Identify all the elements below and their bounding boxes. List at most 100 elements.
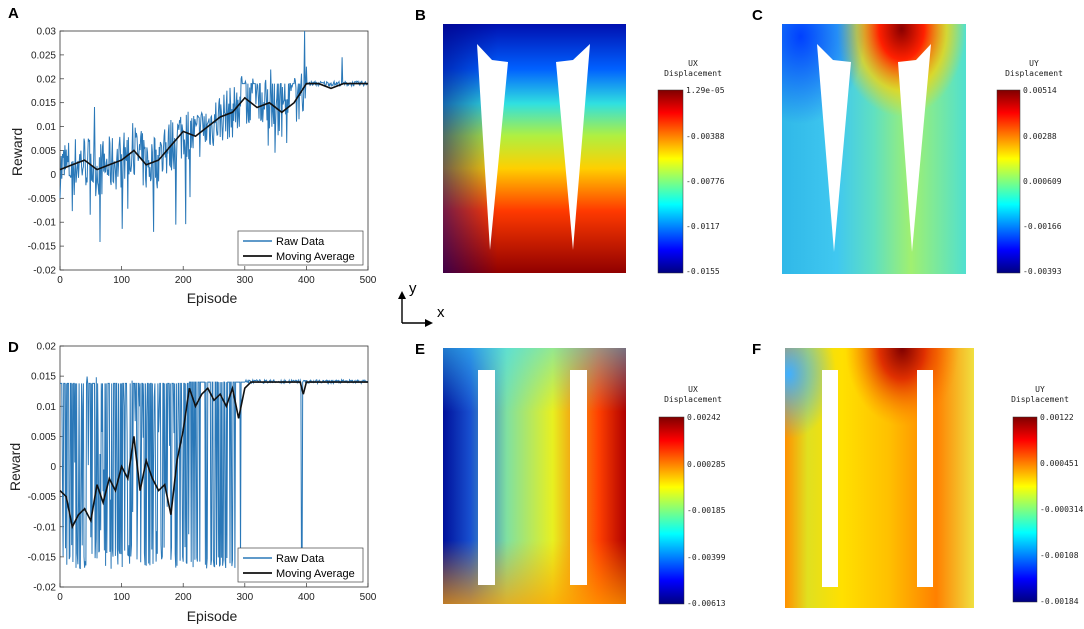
- x-tick-label: 100: [113, 592, 130, 603]
- y-tick-label: -0.02: [33, 266, 56, 277]
- colorbar-c-value-3: -0.00166: [1023, 222, 1062, 231]
- field-f-coldspot: [785, 348, 974, 608]
- plot-a-legend-box: [237, 230, 364, 266]
- y-tick-label: 0.02: [37, 342, 57, 353]
- colorbar-b-value-0: 1.29e-05: [686, 86, 725, 95]
- colorbar-b-value-4: -0.0155: [686, 267, 720, 276]
- y-tick-label: 0.01: [37, 402, 57, 413]
- colorbar-e-value-4: -0.00613: [687, 599, 726, 608]
- colorbar-b: UX Displacement 1.29e-05 -0.00388 -0.007…: [657, 59, 725, 276]
- plot-a-ylabel: Reward: [9, 128, 25, 176]
- field-b-shade: [443, 24, 626, 273]
- y-tick-label: 0.005: [31, 432, 56, 443]
- plot-d-ylabel: Reward: [7, 443, 23, 491]
- panel-label-c: C: [752, 7, 763, 24]
- field-f-right-slot: [917, 370, 933, 587]
- colorbar-b-value-1: -0.00388: [686, 132, 725, 141]
- plot-a-legend-avg: Moving Average: [276, 251, 355, 263]
- colorbar-b-value-2: -0.00776: [686, 177, 725, 186]
- plot-a: -0.02 -0.015 -0.01 -0.005 0 0.005 0.01 0.015 0.0…: [9, 27, 377, 307]
- x-tick-label: 400: [298, 592, 315, 603]
- x-tick-label: 0: [57, 592, 63, 603]
- x-tick-label: 400: [298, 275, 315, 286]
- y-tick-label: -0.01: [33, 522, 56, 533]
- y-tick-label: 0: [50, 462, 56, 473]
- plot-a-legend: Raw Data Moving Average: [237, 230, 364, 266]
- colorbar-c-scale: [996, 89, 1021, 274]
- field-c-right-slot: [898, 44, 931, 252]
- x-tick-label: 300: [236, 275, 253, 286]
- x-tick-label: 100: [113, 275, 130, 286]
- colorbar-f: UY Displacement 0.00122 0.000451 -0.0003…: [1011, 385, 1083, 606]
- plot-d: -0.02 -0.015 -0.01 -0.005 0 0.005 0.01 0.015 0.0…: [7, 342, 377, 625]
- field-b-left-slot: [477, 44, 508, 250]
- x-axis-letter: x: [437, 304, 445, 321]
- colorbar-e-title-2: Displacement: [664, 395, 722, 404]
- y-tick-label: 0.02: [37, 74, 57, 85]
- field-f: [785, 348, 974, 608]
- x-tick-label: 0: [57, 275, 63, 286]
- y-tick-label: 0.015: [31, 98, 56, 109]
- colorbar-f-scale: [1012, 416, 1038, 603]
- y-axis-letter: y: [409, 280, 417, 297]
- y-tick-label: 0.015: [31, 372, 56, 383]
- colorbar-f-value-0: 0.00122: [1040, 413, 1074, 422]
- plot-a-frame: [59, 30, 369, 271]
- panel-label-a: A: [8, 5, 19, 22]
- x-arrowhead: [425, 319, 433, 327]
- panel-label-b: B: [415, 7, 426, 24]
- plot-d-legend-raw: Raw Data: [276, 553, 325, 565]
- colorbar-b-value-3: -0.0117: [686, 222, 720, 231]
- colorbar-c-value-4: -0.00393: [1023, 267, 1062, 276]
- field-e-left-slot: [478, 370, 495, 585]
- colorbar-c-value-0: 0.00514: [1023, 86, 1057, 95]
- y-tick-label: -0.005: [28, 492, 57, 503]
- y-tick-label: 0: [50, 170, 56, 181]
- field-c: [782, 24, 966, 274]
- plot-d-legend: Raw Data Moving Average: [237, 547, 364, 583]
- colorbar-f-value-1: 0.000451: [1040, 459, 1079, 468]
- colorbar-b-title-1: UX: [688, 59, 698, 68]
- plot-a-xlabel: Episode: [187, 290, 238, 306]
- colorbar-f-value-2: -0.000314: [1040, 505, 1084, 514]
- panel-label-d: D: [8, 339, 19, 356]
- colorbar-e-scale: [658, 416, 685, 605]
- field-b-right-slot: [556, 44, 590, 250]
- colorbar-c-value-1: 0.00288: [1023, 132, 1057, 141]
- colorbar-e-title-1: UX: [688, 385, 698, 394]
- y-tick-label: -0.015: [28, 552, 57, 563]
- colorbar-c-value-2: 0.000609: [1023, 177, 1062, 186]
- x-tick-label: 200: [175, 592, 192, 603]
- plot-d-raw-series: [60, 376, 369, 573]
- plot-d-legend-box: [237, 547, 364, 583]
- plot-a-x-ticks: 0 100 200 300 400 500: [57, 266, 377, 286]
- xy-axes-indicator: y x: [398, 280, 445, 327]
- colorbar-f-value-4: -0.00184: [1040, 597, 1079, 606]
- plot-a-legend-raw: Raw Data: [276, 236, 325, 248]
- y-tick-label: 0.03: [37, 27, 57, 38]
- colorbar-e-value-2: -0.00185: [687, 506, 726, 515]
- plot-d-x-ticks: 0 100 200 300 400 500: [57, 583, 377, 603]
- panel-label-f: F: [752, 341, 761, 358]
- y-arrowhead: [398, 291, 406, 299]
- colorbar-e-value-1: 0.000285: [687, 460, 726, 469]
- field-f-left-slot: [822, 370, 838, 587]
- plot-d-legend-avg: Moving Average: [276, 568, 355, 580]
- y-tick-label: -0.01: [33, 218, 56, 229]
- x-tick-label: 500: [360, 275, 377, 286]
- colorbar-f-title-1: UY: [1035, 385, 1045, 394]
- field-e-right-slot: [570, 370, 587, 585]
- x-tick-label: 300: [236, 592, 253, 603]
- plot-d-xlabel: Episode: [187, 608, 238, 624]
- colorbar-c-title-2: Displacement: [1005, 69, 1063, 78]
- colorbar-e-value-3: -0.00399: [687, 553, 726, 562]
- colorbar-b-scale: [657, 89, 684, 274]
- y-tick-label: 0.01: [37, 122, 57, 133]
- x-tick-label: 200: [175, 275, 192, 286]
- field-b: [443, 24, 626, 273]
- colorbar-b-title-2: Displacement: [664, 69, 722, 78]
- plot-d-moving-average-series: [59, 381, 368, 530]
- colorbar-e: UX Displacement 0.00242 0.000285 -0.0018…: [658, 385, 726, 608]
- plot-a-y-ticks: -0.02 -0.015 -0.01 -0.005 0 0.005 0.01 0.015 0.0…: [28, 27, 64, 277]
